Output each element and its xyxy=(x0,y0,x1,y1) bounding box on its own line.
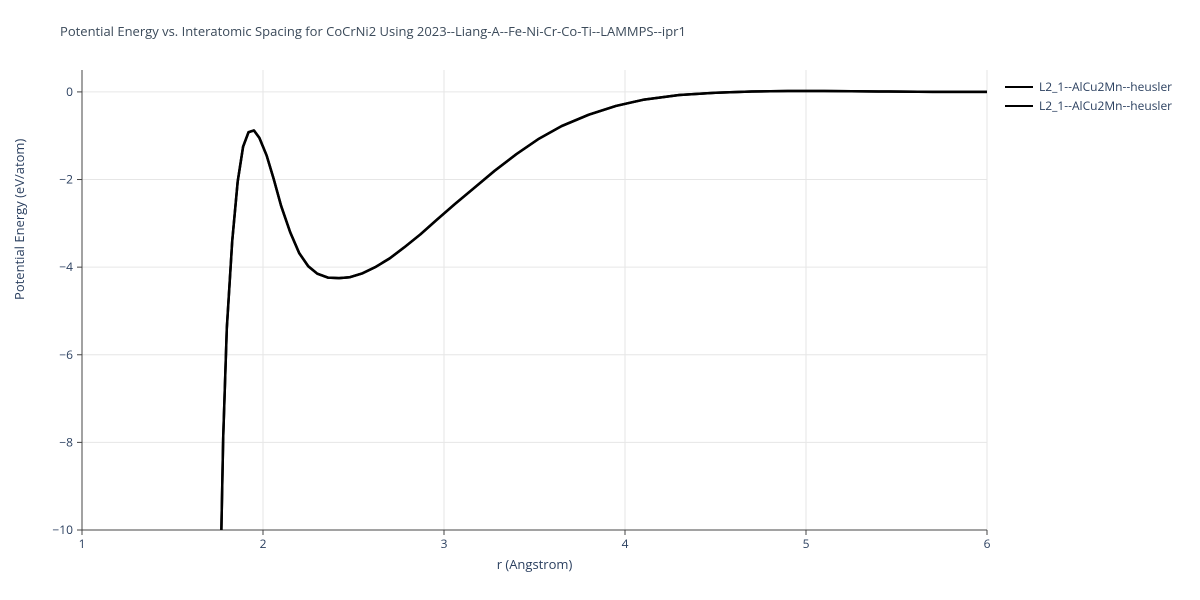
chart-title: Potential Energy vs. Interatomic Spacing… xyxy=(60,22,686,40)
x-tick-label: 1 xyxy=(79,535,86,552)
x-tick-label: 4 xyxy=(622,535,629,552)
x-axis-title: r (Angstrom) xyxy=(82,555,987,573)
x-tick-label: 6 xyxy=(984,535,991,552)
chart-container: Potential Energy vs. Interatomic Spacing… xyxy=(0,0,1200,600)
y-tick-label: −6 xyxy=(59,346,73,363)
legend-swatch xyxy=(1005,86,1033,88)
legend-label: L2_1--AlCu2Mn--heusler xyxy=(1039,97,1172,114)
x-tick-label: 2 xyxy=(260,535,267,552)
series-line xyxy=(221,91,987,530)
legend-item[interactable]: L2_1--AlCu2Mn--heusler xyxy=(1005,97,1172,114)
x-tick-label: 5 xyxy=(803,535,810,552)
legend-swatch xyxy=(1005,105,1033,107)
chart-svg: 123456−10−8−6−4−20 xyxy=(82,70,987,530)
y-tick-label: −4 xyxy=(59,258,73,275)
legend-label: L2_1--AlCu2Mn--heusler xyxy=(1039,78,1172,95)
y-tick-label: −10 xyxy=(52,521,73,538)
plot-area[interactable]: 123456−10−8−6−4−20 xyxy=(82,70,987,530)
x-tick-label: 3 xyxy=(441,535,448,552)
y-tick-label: −8 xyxy=(59,433,73,450)
legend[interactable]: L2_1--AlCu2Mn--heusler L2_1--AlCu2Mn--heu… xyxy=(1005,78,1172,116)
series-line xyxy=(221,91,987,530)
y-tick-label: −2 xyxy=(59,171,73,188)
y-tick-label: 0 xyxy=(66,83,73,100)
y-axis-title: Potential Energy (eV/atom) xyxy=(10,139,28,300)
legend-item[interactable]: L2_1--AlCu2Mn--heusler xyxy=(1005,78,1172,95)
